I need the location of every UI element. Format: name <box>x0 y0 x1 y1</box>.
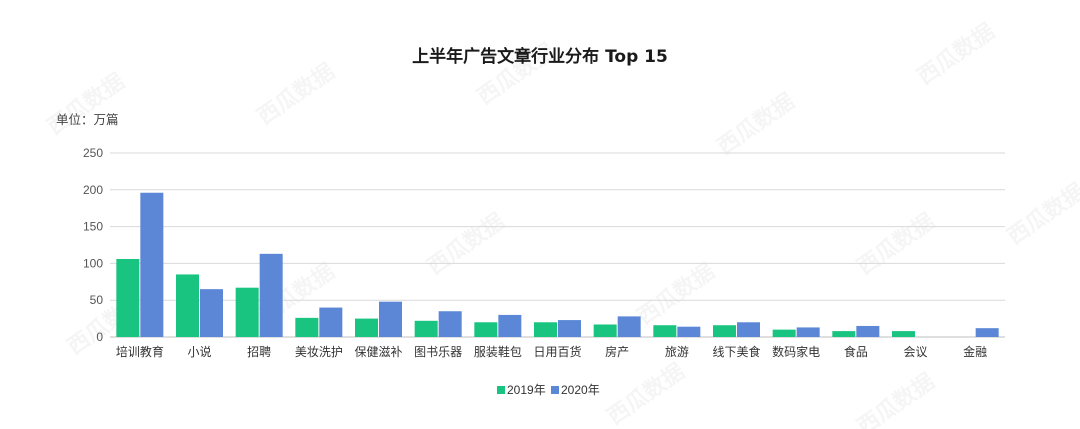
chart-title: 上半年广告文章行业分布 Top 15 <box>412 46 668 67</box>
bar-2020 <box>259 253 283 337</box>
x-category-label: 房产 <box>605 344 629 359</box>
bars <box>116 192 999 337</box>
bar-2019 <box>414 320 438 337</box>
grid-lines <box>110 152 1005 338</box>
x-category-label: 线下美食 <box>712 344 760 359</box>
y-tick-label: 0 <box>96 330 103 344</box>
x-category-label: 图书乐器 <box>414 345 462 359</box>
watermark-text: 西瓜数据 <box>632 258 719 330</box>
x-category-label: 服装鞋包 <box>474 344 522 359</box>
bar-2019 <box>593 324 617 337</box>
bar-2019 <box>116 258 140 337</box>
bar-2019 <box>713 325 736 337</box>
x-category-label: 招聘 <box>247 345 271 359</box>
watermark-text: 西瓜数据 <box>422 208 509 280</box>
watermark-text: 西瓜数据 <box>1002 178 1080 250</box>
bar-2019 <box>474 322 498 337</box>
bar-2020 <box>856 325 880 337</box>
watermark-text: 西瓜数据 <box>42 68 129 140</box>
y-axis-ticks: 0 50 100 150 200 250 <box>83 146 103 344</box>
bar-2020 <box>438 311 462 337</box>
legend-swatch <box>551 386 559 394</box>
x-category-label: 食品 <box>844 344 868 359</box>
bar-2019 <box>295 317 319 337</box>
watermark-text: 西瓜数据 <box>252 58 339 130</box>
bar-2019 <box>355 318 378 337</box>
x-category-label: 会议 <box>903 345 927 359</box>
bar-2019 <box>892 331 915 337</box>
bar-2019 <box>653 325 677 337</box>
bar-2020 <box>140 192 164 337</box>
bar-2019 <box>176 274 199 337</box>
unit-label: 单位：万篇 <box>56 112 119 127</box>
bar-2020 <box>379 301 402 337</box>
x-category-label: 金融 <box>963 344 987 359</box>
bar-2019 <box>772 329 796 337</box>
x-category-label: 旅游 <box>665 345 689 359</box>
watermark-layer: 西瓜数据西瓜数据西瓜数据西瓜数据西瓜数据西瓜数据西瓜数据西瓜数据西瓜数据西瓜数据… <box>42 18 1080 429</box>
legend-label: 2019年 <box>507 383 546 397</box>
watermark-text: 西瓜数据 <box>602 358 689 429</box>
bar-2020 <box>617 316 641 337</box>
y-tick-label: 250 <box>83 146 103 160</box>
y-tick-label: 50 <box>90 293 104 307</box>
watermark-text: 西瓜数据 <box>712 88 799 160</box>
legend: 2019年 2020年 <box>497 383 600 397</box>
bar-2020 <box>498 314 522 337</box>
x-category-label: 保健滋补 <box>354 345 402 359</box>
x-category-label: 美妆洗护 <box>295 345 343 359</box>
y-tick-label: 100 <box>83 256 103 270</box>
bar-2020 <box>200 289 223 337</box>
legend-swatch <box>497 386 505 394</box>
bar-2020 <box>677 326 701 337</box>
x-category-label: 数码家电 <box>772 344 820 359</box>
bar-2019 <box>235 287 259 337</box>
y-tick-label: 150 <box>83 220 103 234</box>
y-tick-label: 200 <box>83 183 103 197</box>
watermark-text: 西瓜数据 <box>852 208 939 280</box>
x-category-label: 日用百货 <box>533 344 581 359</box>
bar-2020 <box>319 307 343 337</box>
x-category-label: 培训教育 <box>116 344 164 359</box>
bar-2020 <box>558 320 581 337</box>
watermark-text: 西瓜数据 <box>852 368 939 429</box>
bar-2019 <box>534 322 557 337</box>
bar-2019 <box>832 331 856 337</box>
bar-2020 <box>975 328 999 337</box>
watermark-text: 西瓜数据 <box>912 18 999 90</box>
x-category-label: 小说 <box>187 344 211 359</box>
bar-2020 <box>796 327 820 337</box>
x-axis: 培训教育 小说 招聘 美妆洗护 保健滋补 图书乐器 服装鞋包 日用百货 房产 旅游 线下美食 数码家电… <box>116 344 987 359</box>
bar-2020 <box>737 322 760 337</box>
legend-label: 2020年 <box>561 383 600 397</box>
